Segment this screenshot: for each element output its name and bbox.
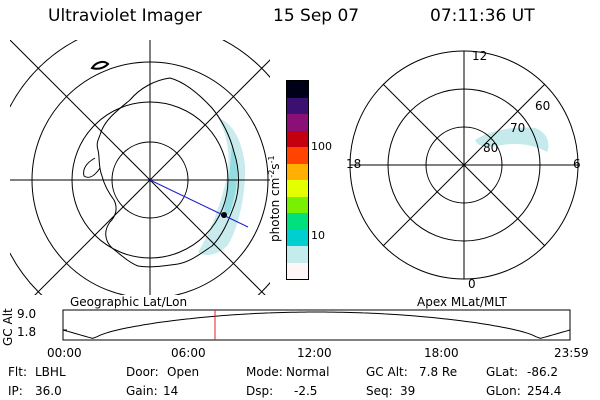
geographic-caption: Geographic Lat/Lon <box>70 295 188 309</box>
colorbar-segment <box>287 229 308 246</box>
lat-label-80: 80 <box>483 141 498 155</box>
time-label: 07:11:36 UT <box>430 6 535 26</box>
color-bar <box>286 80 309 280</box>
alt-tick-1-8: 1.8 <box>17 325 37 339</box>
ip-value: 36.0 <box>35 384 62 398</box>
continent-outline <box>96 77 239 268</box>
seq-label: Seq: <box>366 384 393 398</box>
unit-text: photon cm <box>268 177 282 242</box>
unit-exp-1: -2 <box>267 169 276 178</box>
colorbar-segment <box>287 180 308 197</box>
colorbar-segment <box>287 114 308 131</box>
colorbar-unit-label: photon cm-2s-1 <box>267 155 282 242</box>
dsp-label: Dsp: <box>246 384 274 398</box>
dsp-value: -2.5 <box>294 384 318 398</box>
time-tick-1200: 12:00 <box>297 346 332 360</box>
time-tick-2359: 23:59 <box>554 346 589 360</box>
door-label: Door: <box>126 365 159 379</box>
colorbar-tick-10: 10 <box>311 229 325 242</box>
gc-alt-label: GC Alt: <box>366 365 408 379</box>
magnetic-map: 12 6 0 18 60 70 80 <box>346 49 581 291</box>
gc-alt-value: 7.8 Re <box>419 365 458 379</box>
colorbar-segment <box>287 97 308 114</box>
glon-value: 254.4 <box>527 384 562 398</box>
seq-value: 39 <box>400 384 416 398</box>
altitude-plot <box>62 309 571 341</box>
mlt-label-18: 18 <box>346 157 361 171</box>
door-value: Open <box>167 365 200 379</box>
unit-exp-2: -1 <box>267 155 276 164</box>
mode-label: Mode: <box>246 365 283 379</box>
colorbar-tick-100: 100 <box>311 140 332 153</box>
altitude-curve <box>62 311 571 339</box>
colorbar-segment <box>287 163 308 180</box>
time-tick-1800: 18:00 <box>424 346 459 360</box>
unit-s: s <box>268 163 282 170</box>
track-line <box>149 179 249 228</box>
glat-value: -86.2 <box>527 365 559 379</box>
colorbar-segment <box>287 262 308 279</box>
mode-value: Normal <box>286 365 330 379</box>
geographic-map <box>10 40 270 295</box>
time-tick-0000: 00:00 <box>47 346 82 360</box>
mlt-label-12: 12 <box>472 49 487 63</box>
colorbar-segment <box>287 147 308 164</box>
mlt-label-0: 0 <box>468 277 476 291</box>
ip-label: IP: <box>8 384 23 398</box>
colorbar-segment <box>287 81 308 98</box>
lat-label-70: 70 <box>510 121 525 135</box>
colorbar-segment <box>287 246 308 263</box>
alt-tick-9: 9.0 <box>17 307 37 321</box>
mlt-label-6: 6 <box>573 157 581 171</box>
altitude-plot-frame <box>62 309 571 341</box>
time-tick-0600: 06:00 <box>171 346 206 360</box>
filter-value: LBHL <box>35 365 66 379</box>
colorbar-segment <box>287 130 308 147</box>
filter-label: Flt: <box>8 365 27 379</box>
subsatellite-point <box>221 212 227 218</box>
gain-label: Gain: <box>126 384 158 398</box>
instrument-title: Ultraviolet Imager <box>48 6 202 26</box>
colorbar-segment <box>287 196 308 213</box>
aurora-oval <box>475 127 549 152</box>
glon-label: GLon: <box>486 384 521 398</box>
date-label: 15 Sep 07 <box>273 6 360 26</box>
gain-value: 14 <box>163 384 179 398</box>
lat-label-60: 60 <box>535 99 550 113</box>
glat-label: GLat: <box>486 365 519 379</box>
magnetic-caption: Apex MLat/MLT <box>417 295 507 309</box>
colorbar-segment <box>287 213 308 230</box>
